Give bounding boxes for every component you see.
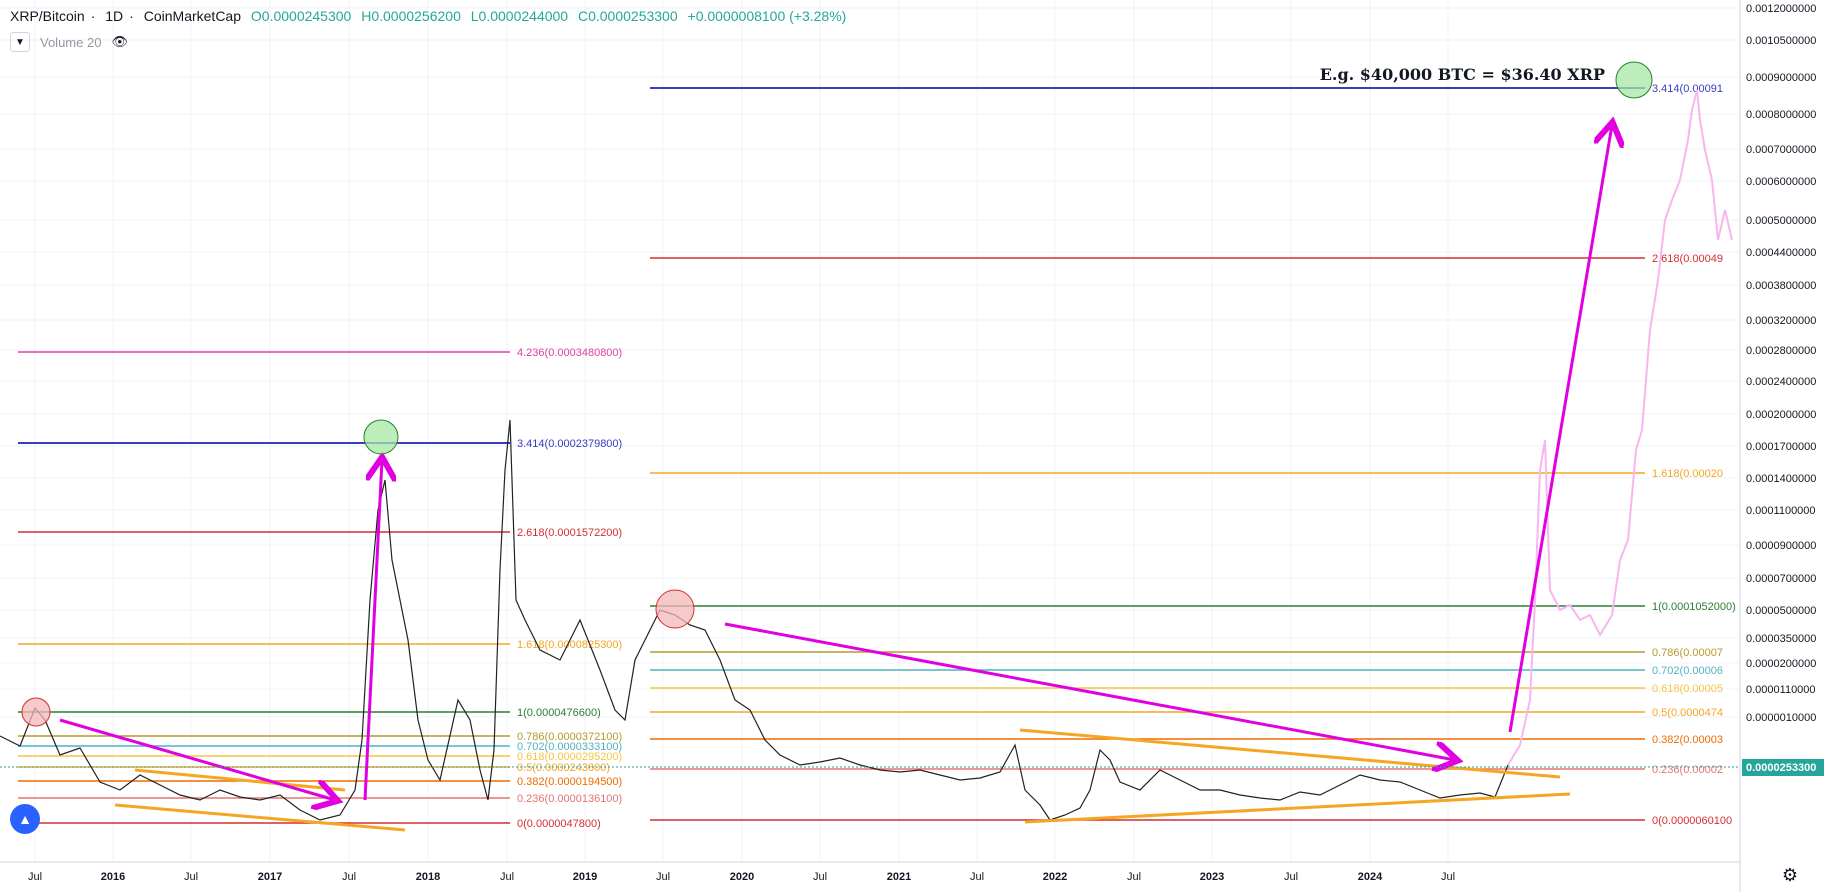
x-tick-label: 2017 [258, 871, 282, 883]
x-tick-label: 2021 [887, 871, 911, 883]
fib-level-label-right: 1(0.0001052000) [1652, 601, 1736, 613]
fib-level-label-left: 0.786(0.0000372100) [517, 731, 622, 743]
fib-level-label-right: 0.786(0.00007 [1652, 647, 1723, 659]
ohlc-change: +0.0000008100 (+3.28%) [687, 8, 847, 24]
fib-level-label-left: 3.414(0.0002379800) [517, 438, 622, 450]
fib-level-label-left: 4.236(0.0003480800) [517, 347, 622, 359]
projected-series-line [1507, 89, 1733, 766]
y-tick-label: 0.0004400000 [1746, 247, 1816, 259]
highlight-circle [21, 697, 51, 727]
y-tick-label: 0.0000350000 [1746, 633, 1816, 645]
y-tick-label: 0.0000110000 [1746, 684, 1816, 696]
y-tick-label: 0.0000700000 [1746, 573, 1816, 585]
fib-level-label-right: 0(0.0000060100 [1652, 815, 1732, 827]
fib-level-label-left: 0.618(0.0000295200) [517, 751, 622, 763]
y-tick-label: 0.0003800000 [1746, 280, 1816, 292]
y-tick-label: 0.0000200000 [1746, 658, 1816, 670]
x-tick-label: Jul [813, 871, 827, 883]
x-tick-label: Jul [28, 871, 42, 883]
y-tick-label: 0.0006000000 [1746, 176, 1816, 188]
ohlc-low: L0.0000244000 [470, 8, 569, 24]
y-tick-label: 0.0000900000 [1746, 540, 1816, 552]
fib-level-label-left: 0(0.0000047800) [517, 818, 601, 830]
chevron-down-icon[interactable]: ▼ [10, 32, 30, 52]
data-source: CoinMarketCap [143, 8, 241, 24]
fib-level-label-left: 0.382(0.0000194500) [517, 776, 622, 788]
ohlc-high: H0.0000256200 [361, 8, 461, 24]
volume-indicator-row: ▼ Volume 20 👁 [10, 32, 128, 52]
y-tick-label: 0.0000500000 [1746, 605, 1816, 617]
y-tick-label: 0.0000010000 [1746, 712, 1816, 724]
y-tick-label: 0.0002400000 [1746, 376, 1816, 388]
x-tick-label: 2018 [416, 871, 440, 883]
price-axis-panel [1740, 0, 1824, 892]
x-tick-label: 2024 [1358, 871, 1383, 883]
fib-level-label-right: 0.382(0.00003 [1652, 734, 1723, 746]
x-tick-label: Jul [1127, 871, 1141, 883]
y-tick-label: 0.0012000000 [1746, 3, 1816, 15]
y-tick-label: 0.0002800000 [1746, 345, 1816, 357]
trendline [1019, 728, 1561, 779]
arrow-line [1508, 125, 1612, 733]
highlight-circle [1615, 61, 1653, 99]
annotation-text: E.g. $40,000 BTC = $36.40 XRP [1320, 65, 1605, 84]
x-tick-label: Jul [500, 871, 514, 883]
fib-level-label-left: 0.236(0.0000136100) [517, 793, 622, 805]
symbol-name[interactable]: XRP/Bitcoin [10, 8, 85, 24]
y-tick-label: 0.0007000000 [1746, 144, 1816, 156]
arrow-line [59, 718, 335, 800]
x-tick-label: Jul [342, 871, 356, 883]
x-tick-label: 2023 [1200, 871, 1224, 883]
arrow-line [363, 460, 382, 801]
y-tick-label: 0.0003200000 [1746, 315, 1816, 327]
trendline [1024, 792, 1571, 824]
price-series-line [0, 419, 1509, 821]
fib-level-label-right: 0.702(0.00006 [1652, 665, 1723, 677]
volume-label[interactable]: Volume 20 [40, 34, 102, 50]
x-tick-label: Jul [1441, 871, 1455, 883]
fib-level-label-left: 1.618(0.0000825300) [517, 639, 622, 651]
gear-icon[interactable]: ⚙ [1781, 865, 1798, 885]
fib-level-label-left: 0.702(0.0000333100) [517, 741, 622, 753]
y-tick-label: 0.0008000000 [1746, 109, 1816, 121]
interval-label[interactable]: 1D [105, 8, 124, 24]
y-tick-label: 0.0001100000 [1746, 505, 1816, 517]
ohlc-close: C0.0000253300 [577, 8, 678, 24]
trendline [134, 768, 346, 792]
fib-level-label-left: 2.618(0.0001572200) [517, 527, 622, 539]
ohlc-open: O0.0000245300 [250, 8, 352, 24]
x-tick-label: Jul [656, 871, 670, 883]
y-tick-label: 0.0010500000 [1746, 35, 1816, 47]
fib-level-label-left: 0.5(0.0000243800) [517, 762, 610, 774]
x-tick-label: Jul [184, 871, 198, 883]
fib-level-label-right: 0.236(0.00002 [1652, 764, 1723, 776]
trendline [114, 803, 406, 832]
eye-hidden-icon[interactable]: 👁 [111, 34, 128, 49]
y-tick-label: 0.0001700000 [1746, 441, 1816, 453]
fib-level-label-right: 0.618(0.00005 [1652, 683, 1723, 695]
y-tick-label: 0.0009000000 [1746, 72, 1816, 84]
fib-level-label-left: 1(0.0000476600) [517, 707, 601, 719]
x-tick-label: 2019 [573, 871, 597, 883]
fib-level-label-right: 3.414(0.00091 [1652, 83, 1723, 95]
x-tick-label: Jul [970, 871, 984, 883]
y-tick-label: 0.0001400000 [1746, 473, 1816, 485]
fib-level-label-right: 0.5(0.0000474 [1652, 707, 1723, 719]
arrow-line [724, 622, 1455, 760]
chart-header: XRP/Bitcoin · 1D · CoinMarketCap O0.000024… [10, 8, 847, 24]
x-tick-label: 2022 [1043, 871, 1067, 883]
fib-level-label-right: 1.618(0.00020 [1652, 468, 1723, 480]
y-tick-label: 0.0002000000 [1746, 409, 1816, 421]
x-tick-label: 2020 [730, 871, 754, 883]
fib-level-label-right: 2.618(0.00049 [1652, 253, 1723, 265]
last-price-tag-bg [1742, 759, 1824, 776]
y-tick-label: 0.0005000000 [1746, 215, 1816, 227]
x-tick-label: 2016 [101, 871, 125, 883]
last-price-tag: 0.0000253300 [1746, 762, 1816, 774]
x-tick-label: Jul [1284, 871, 1298, 883]
highlight-circle [363, 419, 399, 455]
highlight-circle [655, 589, 695, 629]
tradingview-logo-icon[interactable]: ▲ [10, 804, 40, 834]
